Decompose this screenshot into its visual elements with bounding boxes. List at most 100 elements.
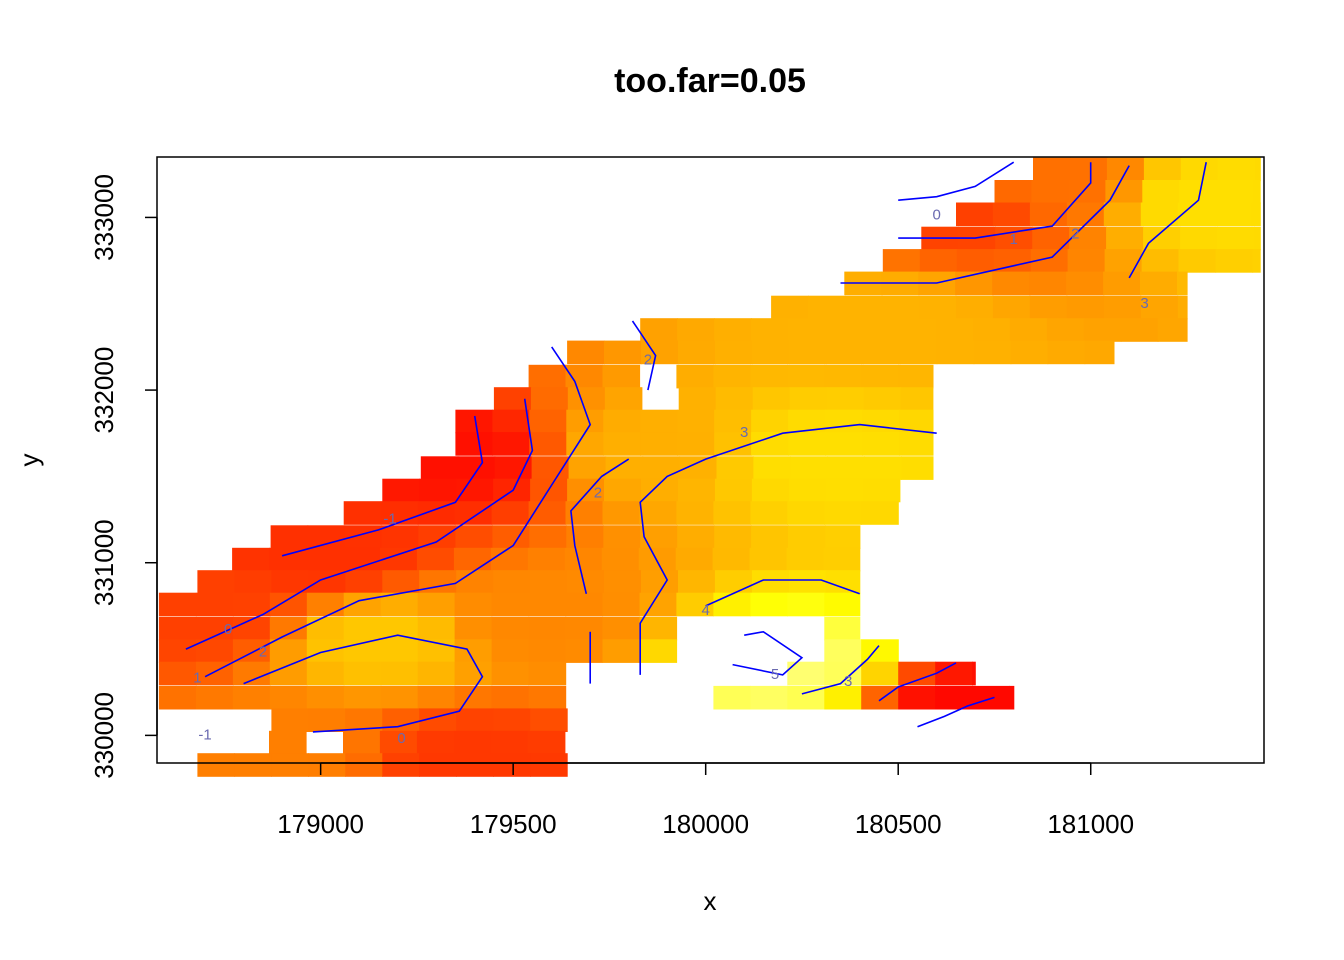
contour-line: [732, 630, 804, 676]
contour-label: 1: [1010, 231, 1018, 248]
heatmap-cell: [714, 525, 752, 549]
heatmap-cell: [232, 592, 271, 617]
heatmap-cell: [787, 364, 825, 389]
heatmap-cell: [824, 364, 862, 389]
heatmap-cell: [1029, 295, 1068, 320]
heatmap-cell: [919, 295, 957, 320]
heatmap-cell: [528, 661, 567, 686]
heatmap-cell: [343, 661, 382, 686]
heatmap-cell: [269, 685, 308, 710]
heatmap-cell: [530, 708, 568, 732]
heatmap-cell: [416, 730, 455, 755]
heatmap-cell: [1106, 226, 1144, 251]
heatmap-cell: [1177, 271, 1188, 296]
heatmap-cell: [751, 570, 790, 594]
heatmap-cell: [1105, 180, 1143, 204]
heatmap-cell: [678, 340, 716, 365]
heatmap-cell: [529, 432, 567, 456]
heatmap-cell: [564, 547, 603, 572]
heatmap-cell: [565, 639, 604, 663]
contour-line: [570, 458, 630, 594]
contour-line: [705, 579, 860, 607]
heatmap-cell: [677, 409, 715, 434]
x-tick-label: 179500: [470, 809, 557, 839]
heatmap-cell: [195, 592, 234, 617]
heatmap-cell: [716, 456, 755, 480]
heatmap-cell: [602, 364, 641, 389]
heatmap-cell: [638, 547, 677, 572]
contour-line: [185, 398, 534, 650]
heatmap-cell: [417, 685, 456, 710]
heatmap-cell: [232, 547, 270, 572]
heatmap-cell: [992, 271, 1030, 296]
heatmap-cell: [677, 525, 715, 549]
heatmap-cell: [861, 639, 899, 663]
heatmap-cell: [1084, 340, 1115, 365]
heatmap-cell: [306, 592, 345, 617]
contour-label: 2: [644, 352, 652, 369]
heatmap-cell: [1143, 226, 1181, 251]
contour-label: 2: [259, 643, 267, 660]
heatmap-cell: [825, 525, 861, 549]
contour-line: [898, 162, 1092, 239]
heatmap-cell: [602, 639, 641, 663]
heatmap-cell: [380, 639, 419, 663]
heatmap-cell: [973, 340, 1012, 365]
heatmap-cell: [676, 364, 714, 389]
heatmap-cell: [308, 708, 346, 732]
contour-label: 2: [594, 485, 602, 502]
heatmap-cell: [1066, 202, 1105, 227]
heatmap-cell: [604, 478, 642, 503]
heatmap-cell: [861, 685, 899, 710]
heatmap-cell: [528, 685, 567, 710]
heatmap-cell: [269, 547, 307, 572]
heatmap-cell: [751, 318, 789, 342]
heatmap-cell: [751, 432, 789, 456]
contour-labels: -1 0 1 2 -1 0 2 2 3 4 5 3 0 1 2 3: [193, 207, 1149, 747]
heatmap-cell: [455, 409, 493, 434]
heatmap-cell: [824, 592, 861, 617]
x-axis: 179000 179500 180000 180500 181000: [277, 762, 1134, 839]
heatmap-cell: [863, 387, 902, 411]
heatmap-cell: [417, 661, 456, 686]
heatmap-cell: [1177, 295, 1188, 320]
heatmap-cell: [639, 592, 678, 617]
heatmap-cell: [1029, 271, 1067, 296]
heatmap-cell: [602, 501, 641, 525]
x-tick-label: 181000: [1047, 809, 1134, 839]
contour-label: -1: [383, 511, 396, 528]
heatmap-cell: [491, 501, 530, 525]
heatmap-cell: [901, 456, 934, 480]
heatmap-cell: [528, 592, 567, 617]
heatmap-cell: [789, 387, 828, 411]
heatmap-cell: [750, 364, 788, 389]
heatmap-cell: [1254, 226, 1261, 251]
heatmap-cell: [528, 616, 567, 641]
heatmap-cell: [1067, 249, 1106, 273]
heatmap-cell: [713, 364, 751, 389]
heatmap-cell: [158, 661, 197, 686]
heatmap-cell: [529, 409, 567, 434]
heatmap-cell: [712, 547, 751, 572]
heatmap-cell: [864, 456, 902, 480]
heatmap-cell: [454, 501, 493, 525]
heatmap-cell: [419, 570, 457, 594]
heatmap-cell: [1179, 180, 1217, 204]
heatmap-cell: [640, 525, 678, 549]
heatmap-cell: [678, 387, 717, 411]
contour-label: 3: [740, 424, 748, 441]
heatmap-cell: [972, 661, 976, 686]
heatmap-cell: [1140, 295, 1179, 320]
heatmap-cell: [677, 318, 715, 342]
contour-label: 0: [224, 621, 232, 638]
heatmap-cell: [269, 730, 307, 755]
heatmap-cell: [1032, 226, 1070, 251]
heatmap-cell: [900, 387, 934, 411]
heatmap-cell: [270, 525, 309, 549]
heatmap-cell: [1104, 249, 1143, 273]
heatmap-cell: [271, 708, 309, 732]
heatmap-cell: [1214, 202, 1253, 227]
heatmap-cell: [306, 547, 344, 572]
contour-label: 0: [397, 730, 405, 747]
